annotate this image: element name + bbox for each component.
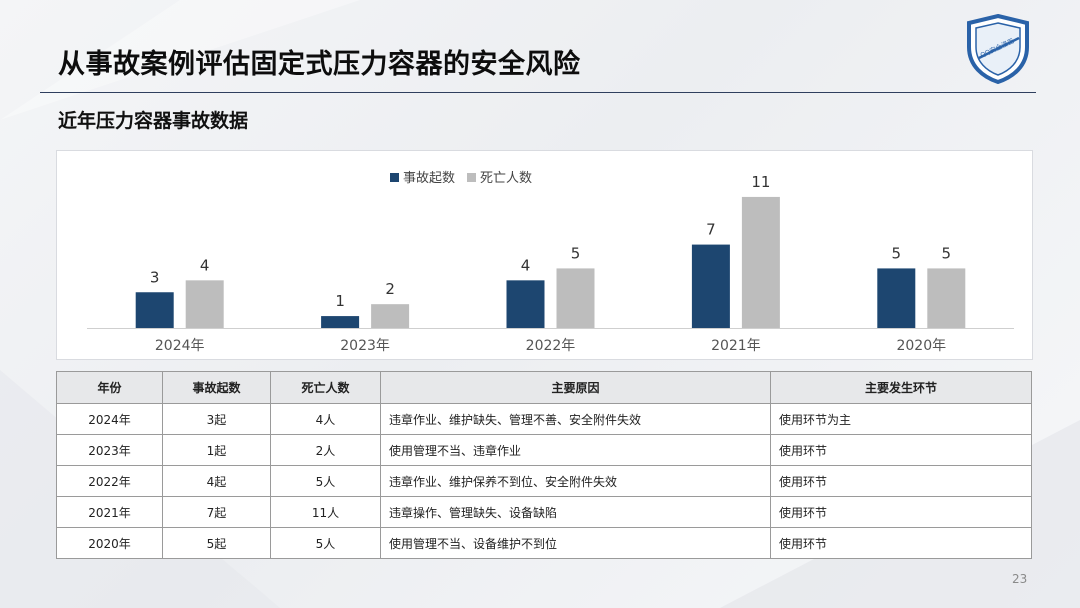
accident-count-cell: 4起 bbox=[162, 465, 271, 497]
legend-swatch bbox=[467, 173, 476, 182]
table-header-cell: 主要原因 bbox=[380, 371, 771, 404]
chart-bar bbox=[506, 280, 545, 328]
main-cause-cell: 违章作业、维护缺失、管理不善、安全附件失效 bbox=[380, 403, 771, 435]
x-tick-label: 2022年 bbox=[526, 338, 576, 354]
main-stage-cell: 使用环节为主 bbox=[770, 403, 1032, 435]
page-number: 23 bbox=[1012, 572, 1028, 586]
chart-bar bbox=[185, 280, 224, 328]
chart-bar bbox=[135, 292, 174, 328]
chart-bar bbox=[556, 268, 595, 328]
data-label: 3 bbox=[150, 268, 160, 286]
main-stage-cell: 使用环节 bbox=[770, 527, 1032, 559]
data-label: 2 bbox=[385, 280, 395, 298]
year-cell: 2022年 bbox=[56, 465, 163, 497]
chart-bar bbox=[321, 316, 360, 328]
chart-bar bbox=[877, 268, 916, 328]
accident-count-cell: 3起 bbox=[162, 403, 271, 435]
data-label: 7 bbox=[706, 221, 716, 239]
year-cell: 2021年 bbox=[56, 496, 163, 528]
table-header-cell: 事故起数 bbox=[162, 371, 271, 404]
section-subtitle: 近年压力容器事故数据 bbox=[58, 110, 249, 132]
table-row: 2023年 1起 2人 使用管理不当、违章作业 使用环节 bbox=[56, 434, 1032, 466]
data-label: 5 bbox=[571, 244, 581, 262]
table-header-cell: 死亡人数 bbox=[270, 371, 381, 404]
table-row: 2021年 7起 11人 违章操作、管理缺失、设备缺陷 使用环节 bbox=[56, 496, 1032, 528]
x-tick-label: 2023年 bbox=[340, 338, 390, 354]
legend-label: 死亡人数 bbox=[480, 171, 532, 186]
chart-bar bbox=[741, 196, 780, 328]
death-count-cell: 5人 bbox=[270, 465, 381, 497]
main-cause-cell: 违章作业、维护保养不到位、安全附件失效 bbox=[380, 465, 771, 497]
table-header-cell: 年份 bbox=[56, 371, 163, 404]
main-cause-cell: 违章操作、管理缺失、设备缺陷 bbox=[380, 496, 771, 528]
accident-data-table: 年份 事故起数 死亡人数 主要原因 主要发生环节 2024年 3起 4人 违章作… bbox=[56, 371, 1032, 559]
year-cell: 2024年 bbox=[56, 403, 163, 435]
year-cell: 2023年 bbox=[56, 434, 163, 466]
year-cell: 2020年 bbox=[56, 527, 163, 559]
table-row: 2020年 5起 5人 使用管理不当、设备维护不到位 使用环节 bbox=[56, 527, 1032, 559]
bar-chart: 事故起数 死亡人数 3 4 2024年 1 2 2023年 4 5 2022年 7 11 2021年 5 5 2… bbox=[87, 171, 1014, 354]
chart-container: 事故起数 死亡人数 3 4 2024年 1 2 2023年 4 5 2022年 7 11 2021年 5 5 2… bbox=[56, 150, 1033, 360]
slide-title: 从事故案例评估固定式压力容器的安全风险 bbox=[58, 49, 581, 80]
table-row: 2024年 3起 4人 违章作业、维护缺失、管理不善、安全附件失效 使用环节为主 bbox=[56, 403, 1032, 435]
chart-bar bbox=[371, 304, 410, 328]
shield-logo-icon: QQ安全漫画 bbox=[967, 14, 1029, 84]
accident-count-cell: 7起 bbox=[162, 496, 271, 528]
legend-label: 事故起数 bbox=[403, 171, 455, 186]
data-label: 1 bbox=[335, 292, 345, 310]
main-stage-cell: 使用环节 bbox=[770, 496, 1032, 528]
accident-count-cell: 5起 bbox=[162, 527, 271, 559]
chart-bar bbox=[927, 268, 966, 328]
accident-count-cell: 1起 bbox=[162, 434, 271, 466]
death-count-cell: 2人 bbox=[270, 434, 381, 466]
data-label: 5 bbox=[892, 244, 902, 262]
data-label: 4 bbox=[200, 256, 210, 274]
x-tick-label: 2020年 bbox=[896, 338, 946, 354]
title-divider bbox=[40, 92, 1036, 93]
death-count-cell: 4人 bbox=[270, 403, 381, 435]
data-label: 11 bbox=[751, 173, 770, 191]
main-cause-cell: 使用管理不当、设备维护不到位 bbox=[380, 527, 771, 559]
table-row: 2022年 4起 5人 违章作业、维护保养不到位、安全附件失效 使用环节 bbox=[56, 465, 1032, 497]
main-stage-cell: 使用环节 bbox=[770, 434, 1032, 466]
data-label: 4 bbox=[521, 256, 531, 274]
chart-bar bbox=[691, 244, 730, 328]
x-tick-label: 2024年 bbox=[155, 338, 205, 354]
table-header-row: 年份 事故起数 死亡人数 主要原因 主要发生环节 bbox=[56, 371, 1032, 404]
main-stage-cell: 使用环节 bbox=[770, 465, 1032, 497]
death-count-cell: 11人 bbox=[270, 496, 381, 528]
legend-swatch bbox=[390, 173, 399, 182]
main-cause-cell: 使用管理不当、违章作业 bbox=[380, 434, 771, 466]
table-header-cell: 主要发生环节 bbox=[770, 371, 1032, 404]
data-label: 5 bbox=[942, 244, 952, 262]
death-count-cell: 5人 bbox=[270, 527, 381, 559]
x-tick-label: 2021年 bbox=[711, 338, 761, 354]
